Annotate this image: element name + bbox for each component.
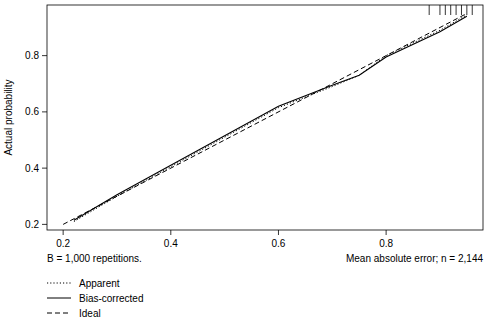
rug-tick — [439, 5, 440, 15]
legend-swatch — [47, 283, 71, 284]
legend-label: Bias-corrected — [79, 293, 143, 304]
plot-data — [63, 5, 472, 224]
legend-swatch — [47, 313, 71, 314]
y-tick-label: 0.6 — [25, 106, 39, 117]
y-axis-label: Actual probability — [3, 79, 14, 155]
x-tick — [386, 230, 387, 235]
plot-frame — [47, 5, 483, 230]
rug-tick — [429, 5, 430, 15]
series-line — [74, 15, 467, 222]
legend-swatch — [47, 298, 71, 299]
rug-tick — [466, 5, 467, 15]
rug-tick — [450, 5, 451, 15]
series-line — [74, 16, 467, 220]
y-tick-label: 0.8 — [25, 50, 39, 61]
rug-tick — [461, 5, 462, 15]
x-tick — [63, 230, 64, 235]
rug-tick — [456, 5, 457, 15]
x-tick — [278, 230, 279, 235]
y-tick — [42, 111, 47, 112]
y-tick — [42, 168, 47, 169]
rug-tick — [472, 5, 473, 15]
x-tick — [170, 230, 171, 235]
x-tick-label: 0.8 — [379, 238, 393, 249]
x-tick-label: 0.2 — [56, 238, 70, 249]
legend: Apparent Bias-corrected Ideal — [47, 278, 143, 319]
y-tick-label: 0.4 — [25, 163, 39, 174]
annotation: Mean absolute error; n = 2,144 — [346, 253, 483, 264]
rug-tick — [445, 5, 446, 15]
annotation: B = 1,000 repetitions. — [47, 253, 142, 264]
y-tick-label: 0.2 — [25, 219, 39, 230]
x-tick-label: 0.6 — [272, 238, 286, 249]
y-tick — [42, 224, 47, 225]
x-tick-label: 0.4 — [164, 238, 178, 249]
legend-label: Apparent — [79, 278, 120, 289]
legend-label: Ideal — [79, 308, 101, 319]
chart: 0.2 0.4 0.6 0.8 0.2 0.4 0.6 0.8 Actual probabili… — [0, 0, 500, 322]
series-line — [63, 13, 467, 224]
y-tick — [42, 55, 47, 56]
